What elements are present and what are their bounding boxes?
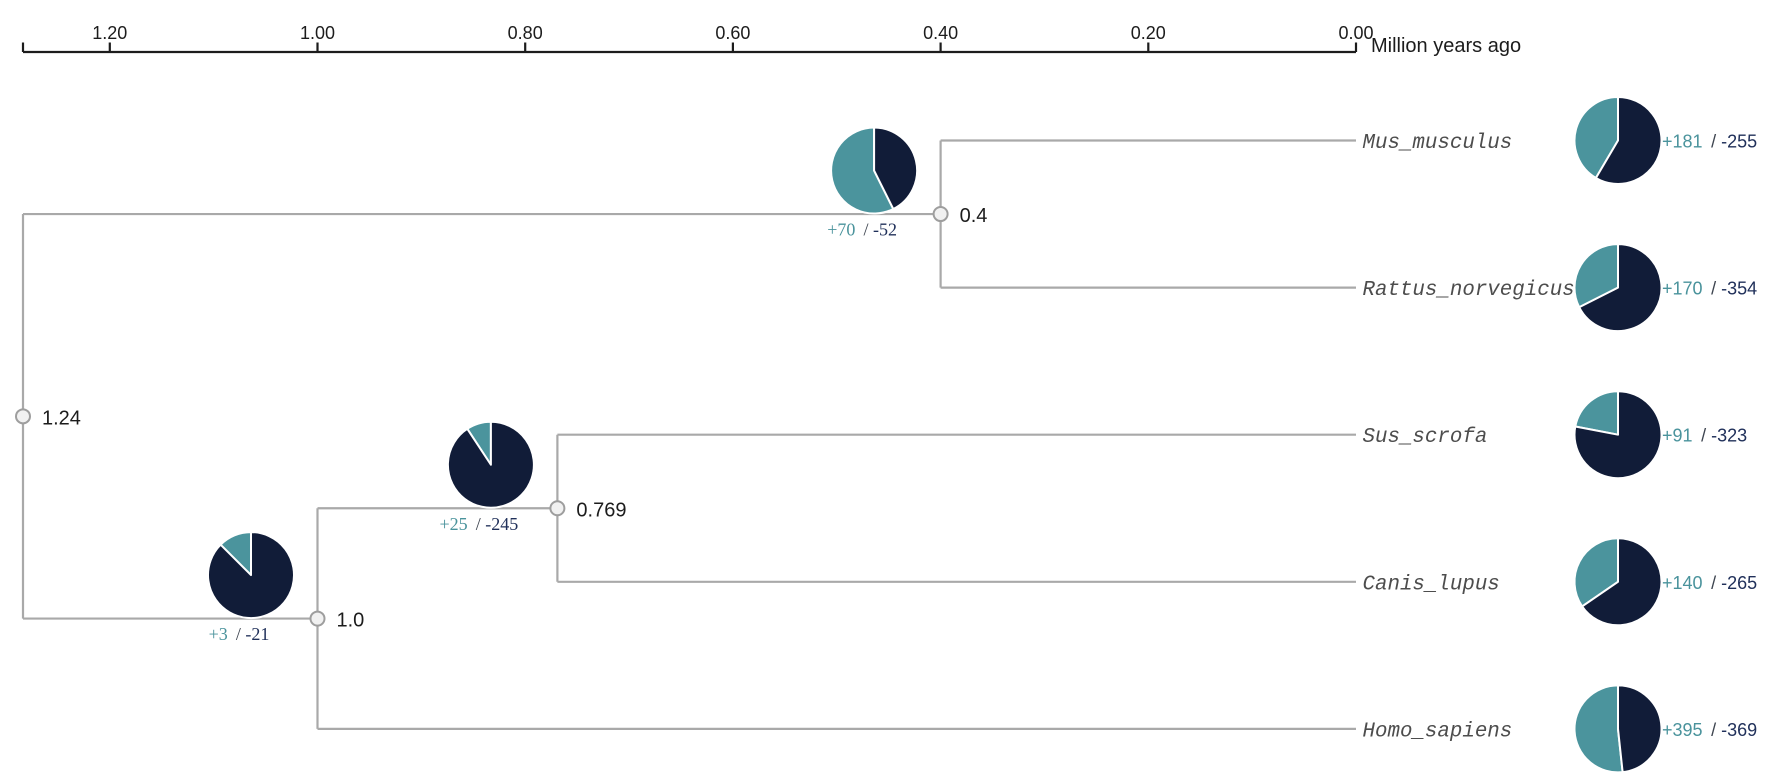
pie-mus-musculus — [1573, 96, 1663, 185]
axis-tick-label-0.20: 0.20 — [1131, 23, 1166, 43]
internal-nodes — [15, 206, 949, 627]
count-label-mus-musculus: +181 / -255 — [1662, 132, 1757, 152]
pie-charts — [207, 96, 1663, 774]
count-label-rattus-norvegicus: +170 / -354 — [1662, 279, 1757, 299]
count-label-canis-lupus: +140 / -265 — [1662, 573, 1757, 593]
tip-label-rattus-norvegicus: Rattus_norvegicus — [1363, 279, 1575, 302]
pie-canis-lupus — [1573, 537, 1663, 627]
node-age-label-root: 1.24 — [42, 407, 81, 429]
pie-slice-contraction — [1573, 390, 1663, 480]
node-circle-node-rodents — [932, 206, 949, 223]
axis-tick-label-0.00: 0.00 — [1338, 23, 1373, 43]
pie-node-sus-canis — [446, 420, 535, 509]
count-label-node-rodents: +70 / -52 — [827, 220, 897, 240]
axis-tick-label-1.20: 1.20 — [92, 23, 127, 43]
pie-slice-contraction — [873, 126, 919, 211]
pie-slice-expansion — [830, 126, 895, 215]
contraction-count: -265 — [1721, 573, 1757, 593]
expansion-count: +140 — [1662, 573, 1703, 593]
pie-sus-scrofa — [1573, 390, 1663, 480]
expansion-count: +3 — [209, 624, 228, 644]
pie-slice-expansion — [1574, 390, 1619, 436]
count-slash: / — [855, 220, 873, 240]
contraction-count: -245 — [485, 514, 518, 534]
pie-slice-contraction — [1594, 96, 1663, 185]
node-age-label-node-laurasia: 1.0 — [337, 610, 365, 632]
pie-slice-contraction — [446, 420, 535, 509]
pie-slice-contraction — [207, 531, 295, 620]
node-age-label-node-rodents: 0.4 — [960, 205, 988, 227]
count-label-node-sus-canis: +25 / -245 — [440, 514, 519, 534]
pie-slice-expansion — [1573, 243, 1619, 309]
tip-label-sus-scrofa: Sus_scrofa — [1363, 426, 1488, 449]
axis-tick-label-0.60: 0.60 — [715, 23, 750, 43]
axis-tick-label-0.40: 0.40 — [923, 23, 958, 43]
tip-label-mus-musculus: Mus_musculus — [1363, 132, 1513, 155]
pie-rattus-norvegicus — [1573, 243, 1663, 333]
tip-label-canis-lupus: Canis_lupus — [1363, 573, 1500, 596]
pie-slice-contraction — [1617, 684, 1663, 774]
node-circle-node-sus-canis — [549, 500, 566, 517]
pie-slice-contraction — [1581, 537, 1663, 627]
count-slash: / — [1703, 279, 1722, 299]
node-circle-node-laurasia — [309, 610, 326, 627]
contraction-count: -369 — [1721, 720, 1757, 740]
pie-homo-sapiens — [1573, 684, 1663, 774]
count-slash: / — [468, 514, 486, 534]
expansion-count: +25 — [440, 514, 468, 534]
time-axis: 1.20 1.00 0.80 0.60 0.40 0.20 0.00 — [21, 23, 1374, 54]
count-label-homo-sapiens: +395 / -369 — [1662, 720, 1757, 740]
contraction-count: -52 — [873, 220, 897, 240]
expansion-count: +170 — [1662, 279, 1703, 299]
expansion-count: +91 — [1662, 426, 1693, 446]
count-slash: / — [228, 624, 246, 644]
count-slash: / — [1703, 573, 1722, 593]
contraction-count: -21 — [245, 624, 269, 644]
contraction-count: -323 — [1711, 426, 1747, 446]
count-slash: / — [1703, 720, 1722, 740]
node-age-label-node-sus-canis: 0.769 — [576, 499, 626, 521]
count-label-node-laurasia: +3 / -21 — [209, 624, 270, 644]
pie-slice-expansion — [1573, 537, 1619, 608]
contraction-count: -354 — [1721, 279, 1757, 299]
axis-title: Million years ago — [1371, 35, 1521, 57]
labels: Mus_musculus +181 / -255 Rattus_norvegicus… — [42, 132, 1757, 744]
pie-slice-contraction — [1578, 243, 1663, 333]
axis-tick-label-0.80: 0.80 — [508, 23, 543, 43]
pie-node-laurasia — [207, 531, 295, 620]
expansion-count: +70 — [827, 220, 855, 240]
expansion-count: +395 — [1662, 720, 1703, 740]
count-slash: / — [1703, 132, 1722, 152]
count-label-sus-scrofa: +91 / -323 — [1662, 426, 1747, 446]
axis-tick-label-1.00: 1.00 — [300, 23, 335, 43]
contraction-count: -255 — [1721, 132, 1757, 152]
node-circle-root — [15, 408, 31, 425]
pie-slice-expansion — [1573, 684, 1624, 774]
expansion-count: +181 — [1662, 132, 1703, 152]
pie-node-rodents — [830, 126, 919, 215]
tip-label-homo-sapiens: Homo_sapiens — [1363, 720, 1513, 743]
count-slash: / — [1693, 426, 1712, 446]
